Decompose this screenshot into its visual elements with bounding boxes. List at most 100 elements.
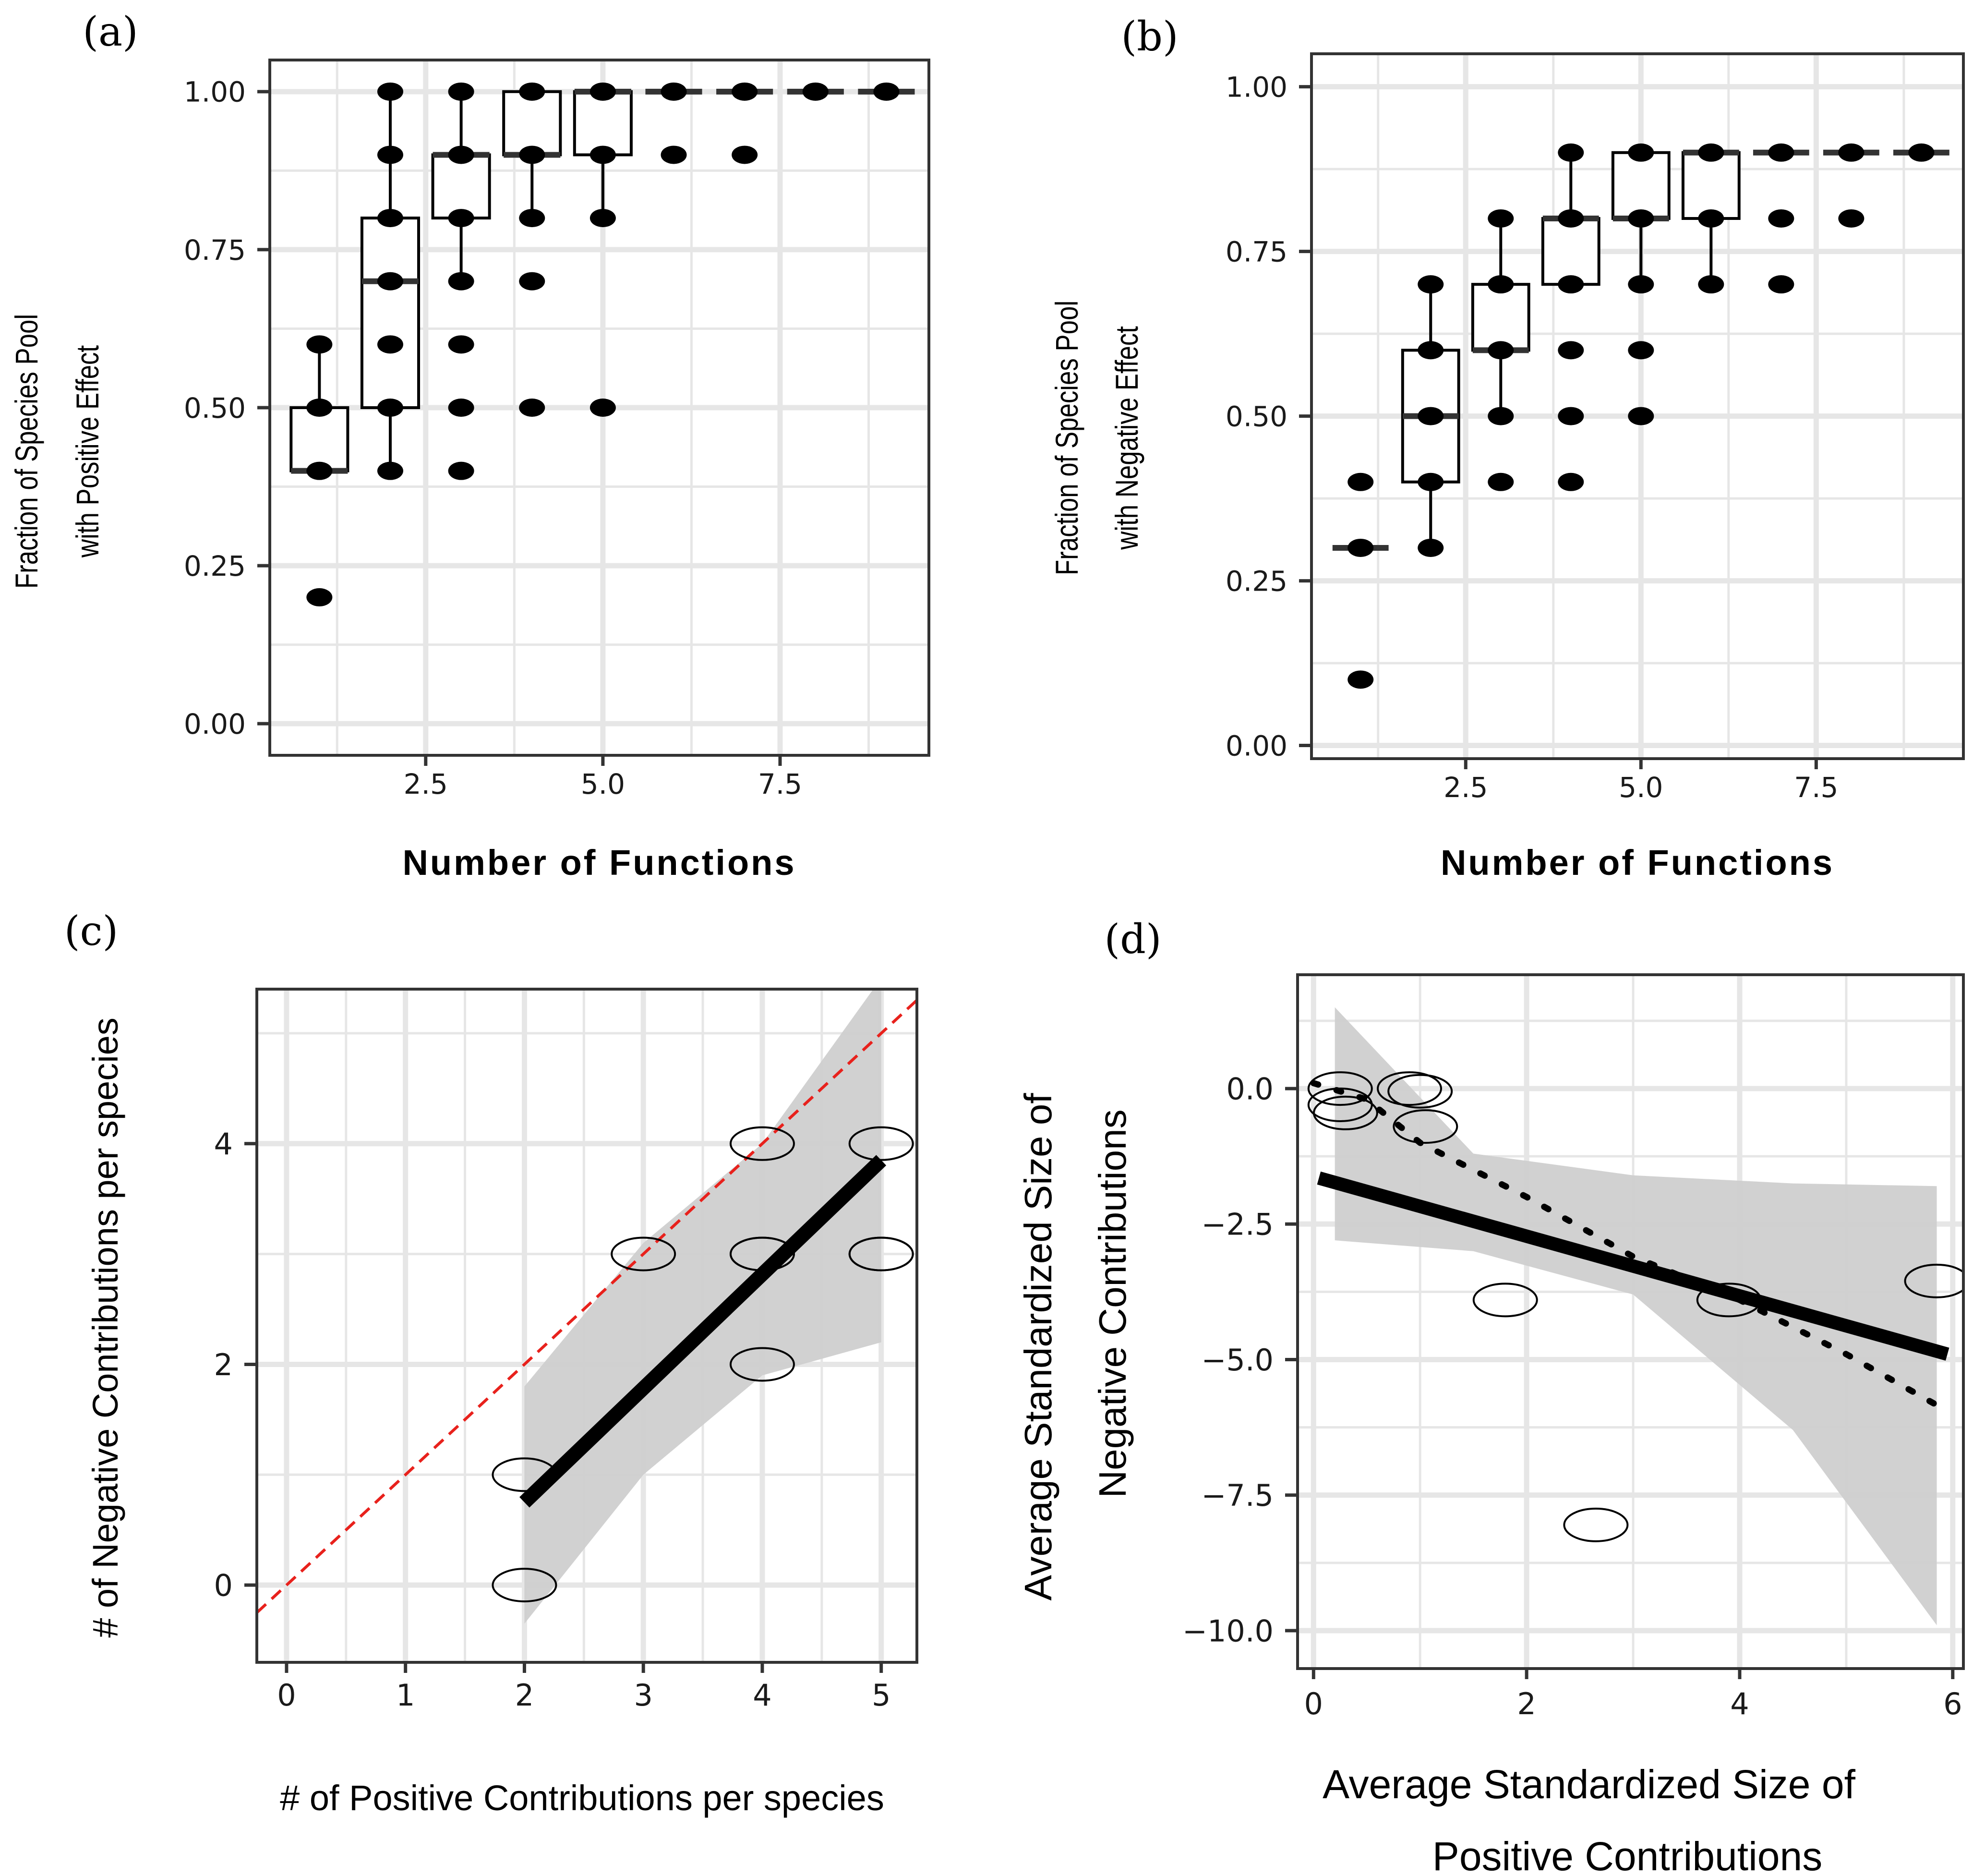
data-point (519, 399, 545, 417)
y-tick-label: 0.75 (184, 234, 246, 266)
data-point (492, 1568, 557, 1603)
data-point (802, 82, 829, 101)
panel-a: 2.5 5.0 7.5 0.00 0.25 0.50 0.75 1.00 Number of F… (9, 8, 930, 883)
panel-label: (d) (1104, 916, 1161, 963)
data-point (1488, 341, 1514, 360)
data-point (448, 272, 474, 290)
data-point (448, 145, 474, 164)
data-point (1698, 275, 1724, 294)
y-axis-label-line1: Fraction of Species Pool (9, 314, 44, 589)
y-axis-label: # of Negative Contributions per species (85, 1017, 125, 1638)
x-tick-label: 5.0 (1619, 771, 1663, 804)
data-point (1904, 1263, 1963, 1298)
panel-c: 0 1 2 3 4 5 0 2 4 # of Positive Contributions per… (64, 908, 918, 1818)
x-tick-label: 4 (753, 1678, 771, 1713)
x-tick-label: 7.5 (758, 768, 802, 800)
data-point (306, 399, 333, 417)
panel-label: (c) (64, 908, 119, 955)
data-point (448, 209, 474, 228)
x-tick-label: 0 (1304, 1686, 1323, 1721)
x-tick-label: 4 (1730, 1686, 1749, 1721)
data-point (492, 1457, 557, 1492)
data-point (1347, 472, 1374, 491)
data-point (377, 399, 403, 417)
y-axis-label-line2: with Negative Effect (1109, 326, 1144, 550)
data-point (1838, 143, 1865, 162)
data-point (1628, 143, 1654, 162)
plot-frame (255, 988, 918, 1664)
data-point (1418, 275, 1444, 294)
y-axis-label-line2: Negative Contributions (1091, 1109, 1134, 1498)
y-axis-label-line2: with Positive Effect (70, 345, 105, 558)
data-point (1768, 209, 1794, 228)
data-point (873, 82, 900, 101)
box-body (431, 153, 491, 220)
x-tick-label: 3 (634, 1678, 652, 1713)
data-point (519, 272, 545, 290)
data-point (589, 82, 616, 101)
box-body (1541, 217, 1600, 286)
regression-fit-line (519, 1155, 887, 1508)
plot-area (257, 989, 917, 1624)
y-tick-label: 2 (214, 1347, 233, 1382)
data-point (377, 145, 403, 164)
y-tick-label: 1.00 (184, 76, 246, 109)
data-point (377, 461, 403, 480)
box-body (1611, 151, 1671, 220)
data-point (1838, 209, 1865, 228)
data-point (519, 145, 545, 164)
box-body (1471, 283, 1530, 352)
data-point (729, 1126, 795, 1161)
y-axis-label-line1: Fraction of Species Pool (1049, 301, 1084, 575)
y-tick-label: 0.00 (1226, 729, 1287, 762)
data-point (1628, 275, 1654, 294)
plot-area (1307, 1007, 1963, 1625)
data-point (661, 145, 687, 164)
y-tick-label: 4 (214, 1126, 233, 1162)
x-tick-label: 2.5 (1444, 771, 1488, 804)
x-tick-label: 7.5 (1794, 771, 1838, 804)
y-tick-label: 0.75 (1226, 235, 1287, 268)
data-point (1558, 407, 1584, 425)
panel-label: (a) (83, 8, 138, 55)
box-body (1681, 151, 1741, 220)
data-point (1488, 407, 1514, 425)
box-body (289, 406, 349, 472)
data-point (729, 1236, 795, 1271)
x-axis-label-line2: Positive Contributions (1432, 1834, 1822, 1876)
y-tick-label: −5.0 (1201, 1343, 1274, 1378)
data-point (1563, 1507, 1629, 1542)
x-axis-label: # of Positive Contributions per species (280, 1778, 884, 1818)
panel-b: 2.5 5.0 7.5 0.00 0.25 0.50 0.75 1.00 Number of F… (1049, 13, 1965, 883)
data-point (1418, 472, 1444, 491)
y-tick-label: 0.25 (1226, 565, 1287, 597)
data-point (1558, 341, 1584, 360)
data-point (848, 1236, 914, 1271)
data-point (1307, 1071, 1373, 1106)
x-axis-label-line1: Average Standardized Size of (1323, 1762, 1856, 1807)
y-tick-label: 1.00 (1226, 71, 1287, 103)
data-point (1347, 538, 1374, 557)
panel-d: 0 2 4 6 0.0 −2.5 −5.0 −7.5 −10.0 Average Standard… (1017, 916, 1965, 1876)
box-body (360, 217, 421, 409)
data-point (448, 399, 474, 417)
data-point (1768, 275, 1794, 294)
data-point (377, 82, 403, 101)
y-tick-label: −10.0 (1182, 1613, 1274, 1648)
data-point (1488, 275, 1514, 294)
data-point (448, 461, 474, 480)
data-point (1393, 1109, 1458, 1144)
x-tick-label: 2 (515, 1678, 534, 1713)
data-point (1418, 538, 1444, 557)
data-point (732, 82, 758, 101)
x-axis-label: Number of Functions (1441, 843, 1834, 883)
data-point (377, 209, 403, 228)
data-point (306, 335, 333, 354)
box-body (573, 90, 633, 157)
data-point (519, 82, 545, 101)
data-point (1628, 407, 1654, 425)
one-to-one-reference-line (257, 999, 917, 1614)
data-point (1377, 1071, 1443, 1106)
y-tick-label: −7.5 (1201, 1478, 1274, 1513)
data-point (448, 82, 474, 101)
